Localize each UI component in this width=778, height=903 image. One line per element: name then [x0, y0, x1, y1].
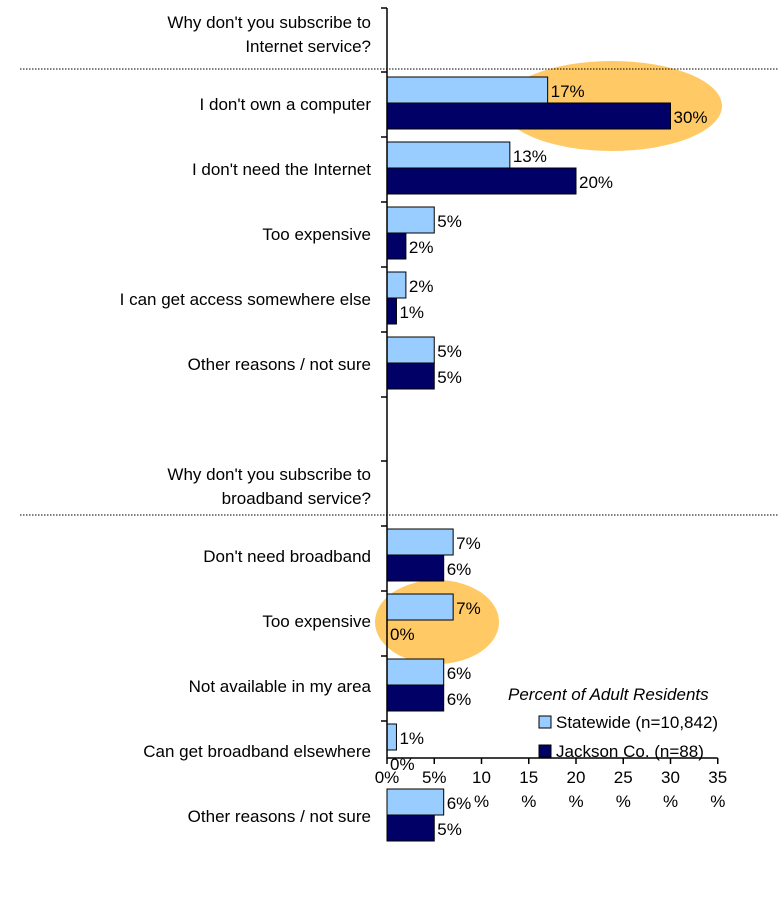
- axis-layer: 0% 5% 10 % 15 % 20 % 25 % 30 % 35%: [375, 7, 727, 811]
- data-label: 2%: [409, 238, 434, 257]
- group-separators: [20, 68, 778, 516]
- bar-jackson: [386, 362, 435, 390]
- data-label: 2%: [409, 277, 434, 296]
- bar-statewide: [386, 141, 511, 169]
- x-tick-label: 25%: [614, 768, 633, 811]
- group-title-1: Why don't you subscribe to broadband serv…: [167, 465, 371, 508]
- category-label: Not available in my area: [189, 677, 372, 696]
- bar-jackson: [386, 554, 445, 582]
- highlight-ellipse-expensive: [375, 580, 499, 664]
- data-label: 6%: [447, 560, 472, 579]
- legend-swatch-jackson: [538, 744, 552, 758]
- legend: Percent of Adult Residents Statewide (n=1…: [508, 685, 718, 761]
- category-label: Too expensive: [262, 225, 371, 244]
- data-label: 7%: [456, 599, 481, 618]
- x-tick-label: 20%: [567, 768, 586, 811]
- legend-swatch-statewide: [538, 715, 552, 729]
- bar-jackson: [386, 102, 671, 130]
- x-tick-label: 30%: [661, 768, 680, 811]
- data-label: 30%: [674, 108, 708, 127]
- category-label: I can get access somewhere else: [120, 290, 371, 309]
- x-tick-label: 5%: [422, 768, 447, 787]
- category-label: I don't own a computer: [200, 95, 372, 114]
- bar-statewide: [386, 76, 549, 104]
- data-label: 17%: [551, 82, 585, 101]
- data-label: 6%: [447, 690, 472, 709]
- category-label: Too expensive: [262, 612, 371, 631]
- bars-layer: [386, 76, 671, 842]
- category-label: Don't need broadband: [203, 547, 371, 566]
- legend-entry-jackson: Jackson Co. (n=88): [556, 742, 704, 761]
- data-label: 5%: [437, 342, 462, 361]
- data-label: 5%: [437, 820, 462, 839]
- x-tick-label: 15%: [519, 768, 538, 811]
- data-label: 13%: [513, 147, 547, 166]
- bar-statewide: [386, 658, 445, 686]
- data-label: 0%: [390, 755, 415, 774]
- data-label: 0%: [390, 625, 415, 644]
- group-title-0: Why don't you subscribe to Internet servi…: [167, 13, 371, 56]
- bar-jackson: [386, 167, 577, 195]
- data-label: 20%: [579, 173, 613, 192]
- data-label: 6%: [447, 664, 472, 683]
- legend-title: Percent of Adult Residents: [508, 685, 709, 704]
- bar-jackson: [386, 684, 445, 712]
- bar-jackson: [386, 297, 397, 325]
- bar-jackson: [386, 814, 435, 842]
- bar-statewide: [386, 336, 435, 364]
- bar-statewide: [386, 788, 445, 816]
- category-label: Other reasons / not sure: [188, 355, 371, 374]
- bar-jackson: [386, 232, 407, 260]
- x-tick-label: 0%: [375, 768, 400, 787]
- data-label: 1%: [399, 303, 424, 322]
- bar-statewide: [386, 723, 397, 751]
- data-label: 6%: [447, 794, 472, 813]
- labels-layer: Why don't you subscribe to Internet servi…: [120, 13, 708, 839]
- bar-statewide: [386, 528, 454, 556]
- x-tick-label: 10%: [472, 768, 491, 811]
- data-label: 5%: [437, 368, 462, 387]
- bar-statewide: [386, 271, 407, 299]
- data-label: 5%: [437, 212, 462, 231]
- category-label: Can get broadband elsewhere: [143, 742, 371, 761]
- bar-statewide: [386, 593, 454, 621]
- bar-statewide: [386, 206, 435, 234]
- category-label: I don't need the Internet: [192, 160, 371, 179]
- data-label: 7%: [456, 534, 481, 553]
- category-label: Other reasons / not sure: [188, 807, 371, 826]
- legend-entry-statewide: Statewide (n=10,842): [556, 713, 718, 732]
- data-label: 1%: [399, 729, 424, 748]
- x-tick-label: 35%: [708, 768, 727, 811]
